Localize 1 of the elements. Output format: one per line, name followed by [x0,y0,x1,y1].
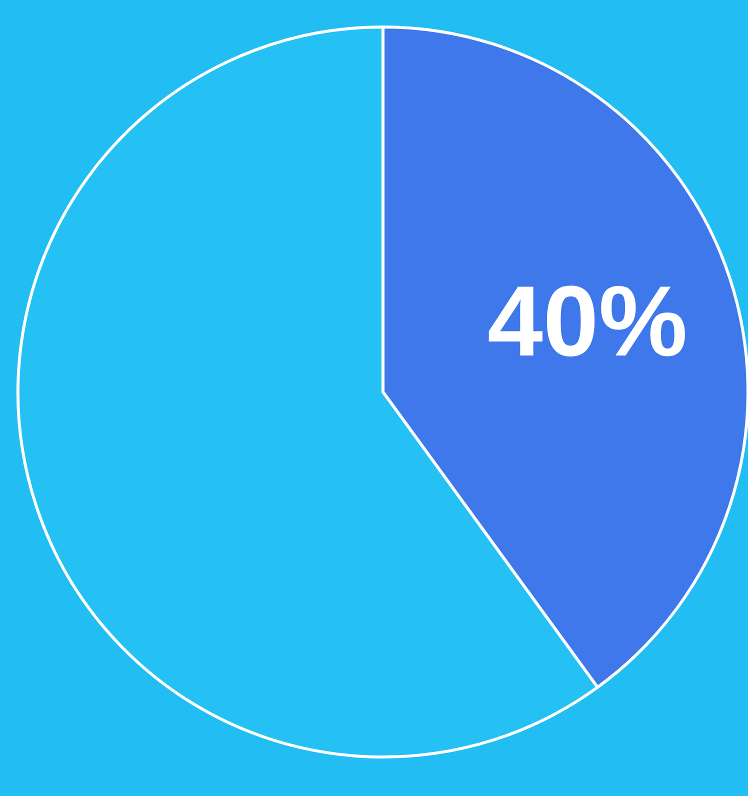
data-label: 40% [487,266,688,378]
